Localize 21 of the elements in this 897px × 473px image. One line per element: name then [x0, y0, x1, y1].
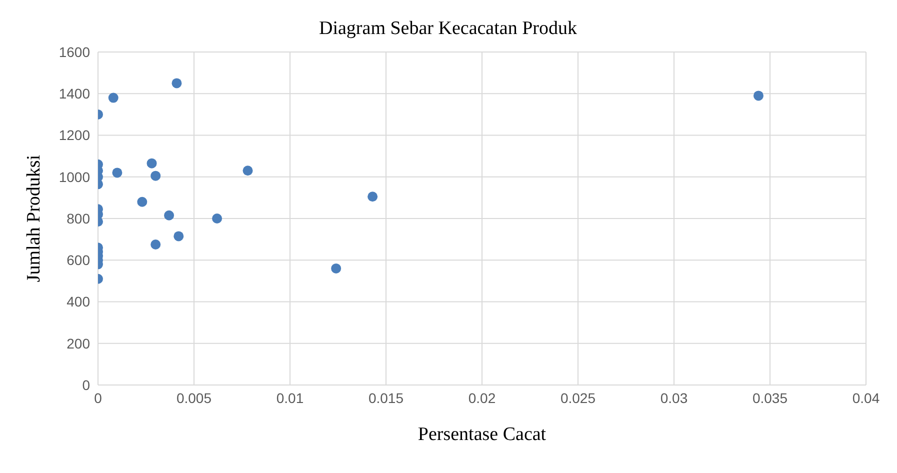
y-tick-label: 1600 — [58, 44, 90, 60]
y-tick-label: 800 — [66, 210, 90, 226]
y-tick-label: 600 — [66, 252, 90, 268]
x-tick-label: 0.04 — [852, 390, 880, 406]
y-tick-label: 1200 — [58, 127, 90, 144]
x-tick-label: 0.025 — [560, 390, 596, 406]
x-axis-title: Persentase Cacat — [418, 424, 547, 445]
x-tick-label: 0.005 — [176, 390, 212, 406]
y-tick-label: 200 — [66, 335, 90, 352]
x-tick-label: 0.01 — [276, 390, 304, 406]
y-axis-title: Jumlah Produksi — [24, 154, 45, 282]
x-tick-label: 0.02 — [468, 390, 496, 406]
y-tick-label: 0 — [82, 376, 90, 393]
x-tick-label: 0.03 — [660, 390, 688, 406]
y-tick-label: 1000 — [58, 168, 90, 185]
y-tick-label: 1400 — [58, 86, 90, 102]
y-tick-label: 400 — [66, 294, 90, 310]
chart-title: Diagram Sebar Kecacatan Produk — [318, 17, 578, 40]
x-tick-label: 0.015 — [368, 390, 404, 406]
x-tick-label: 0.035 — [752, 390, 788, 406]
x-tick-label: 0 — [94, 390, 102, 406]
